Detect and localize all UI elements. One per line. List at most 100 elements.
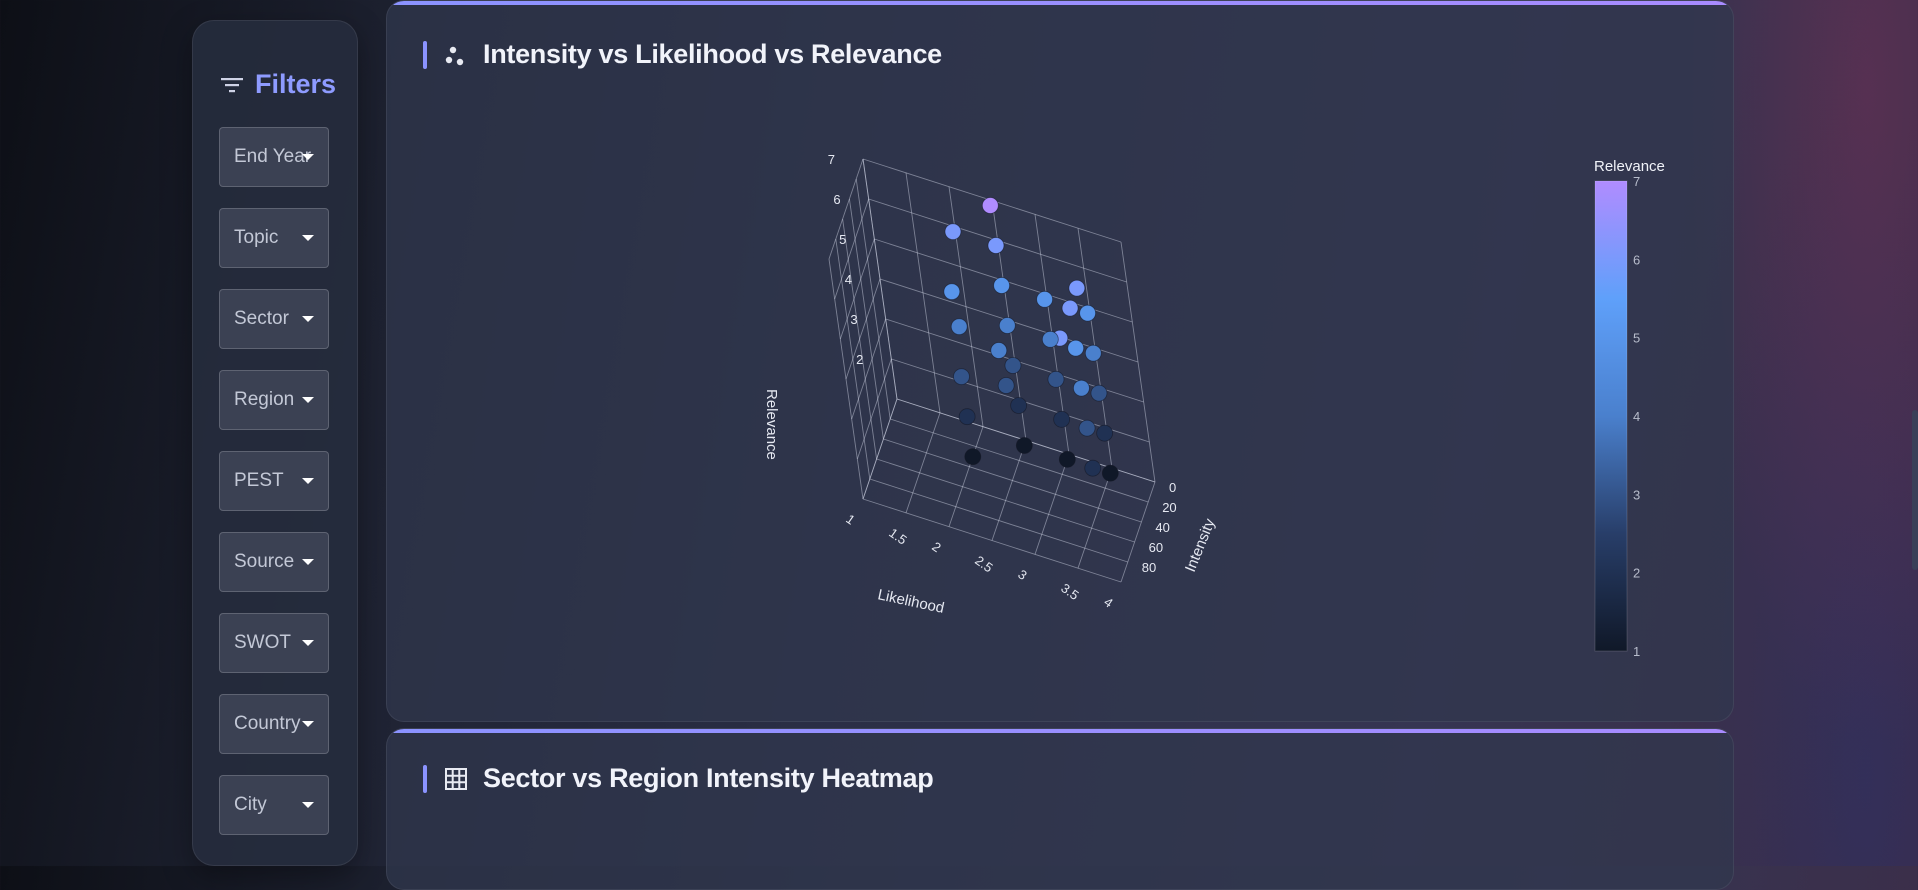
country-label: Country <box>234 713 301 734</box>
data-point <box>987 237 1005 254</box>
swot-dropdown[interactable]: SWOT <box>219 613 329 673</box>
data-point <box>964 448 982 466</box>
wall-gridline <box>828 258 864 500</box>
data-point <box>950 318 968 336</box>
floor-gridline <box>890 418 1149 503</box>
caret-down-icon <box>302 316 314 322</box>
colorbar-tick-label: 6 <box>1633 252 1640 267</box>
colorbar-tick-label: 4 <box>1633 409 1640 424</box>
data-point <box>1073 379 1090 397</box>
colorbar-tick-label: 7 <box>1633 174 1640 189</box>
topic-dropdown[interactable]: Topic <box>219 208 329 268</box>
floor-gridline <box>991 440 1027 541</box>
data-point <box>953 368 970 386</box>
end-year-dropdown[interactable]: End Year <box>219 127 329 187</box>
floor-gridline <box>876 458 1135 543</box>
data-point <box>990 342 1008 359</box>
data-point <box>1068 279 1086 297</box>
filters-header: Filters <box>221 69 336 100</box>
y-tick-label: 0 <box>1169 480 1176 495</box>
data-point <box>1053 410 1071 428</box>
heatmap-card-header: Sector vs Region Intensity Heatmap <box>423 763 934 794</box>
source-dropdown[interactable]: Source <box>219 532 329 592</box>
data-point <box>1061 299 1079 317</box>
wall-gridline <box>839 238 875 340</box>
data-point <box>1015 437 1033 454</box>
y-tick-label: 20 <box>1162 500 1176 515</box>
caret-down-icon <box>302 721 314 727</box>
wall-gridline <box>848 198 884 440</box>
scatter-card-header: Intensity vs Likelihood vs Relevance <box>423 39 942 70</box>
scatter-card: Intensity vs Likelihood vs Relevance 1 1.… <box>386 0 1734 722</box>
data-point <box>1067 339 1085 357</box>
data-point <box>1078 419 1096 437</box>
x-tick-label: 1 <box>843 511 858 527</box>
scrollbar-thumb[interactable] <box>1912 410 1918 570</box>
heatmap-card: Sector vs Region Intensity Heatmap <box>386 728 1734 890</box>
floor-gridline <box>1077 468 1113 569</box>
colorbar-title: Relevance <box>1594 158 1665 175</box>
wall-gridline <box>828 158 864 260</box>
region-dropdown[interactable]: Region <box>219 370 329 430</box>
data-point <box>998 317 1016 334</box>
floor-gridline <box>862 398 898 500</box>
swot-label: SWOT <box>234 632 291 653</box>
y-axis-title: Intensity <box>1182 516 1219 575</box>
pest-dropdown[interactable]: PEST <box>219 451 329 511</box>
floor-gridline <box>1120 481 1156 583</box>
region-label: Region <box>234 389 295 410</box>
data-point <box>958 408 976 426</box>
x-tick-label: 1.5 <box>886 525 909 548</box>
data-point <box>1047 370 1065 388</box>
wall-gridline <box>842 218 878 460</box>
floor-gridline <box>948 426 984 527</box>
floor-gridline <box>862 498 1122 583</box>
data-point <box>1101 464 1119 482</box>
colorbar-tick-label: 1 <box>1633 644 1640 659</box>
data-point <box>1058 450 1076 468</box>
country-dropdown[interactable]: Country <box>219 694 329 754</box>
data-point <box>1010 397 1028 414</box>
wall-gridline <box>845 278 881 380</box>
colorbar-tick-label: 3 <box>1633 487 1640 502</box>
colorbar <box>1594 180 1628 652</box>
data-point <box>1079 304 1097 322</box>
wall-gridline <box>851 318 887 420</box>
scatter-card-title: Intensity vs Likelihood vs Relevance <box>483 39 942 69</box>
data-point <box>1090 384 1108 402</box>
wall-gridline <box>862 398 898 500</box>
data-point <box>1004 357 1022 374</box>
caret-down-icon <box>302 397 314 403</box>
data-point <box>1036 290 1054 308</box>
title-accent-bar <box>423 764 427 793</box>
scatter-icon <box>445 46 464 65</box>
floor-gridline <box>883 438 1142 523</box>
data-point <box>993 277 1011 294</box>
city-label: City <box>234 794 267 815</box>
wall-gridline <box>905 172 941 413</box>
data-point <box>997 377 1015 394</box>
sector-label: Sector <box>234 308 289 329</box>
pest-label: PEST <box>234 470 284 491</box>
filters-panel: Filters End Year Topic Sector Region PES… <box>192 20 358 866</box>
scatter-3d-chart[interactable]: 11.5 22.5 33.5 4020406080234567LikelihoodIn… <box>387 1 1733 721</box>
topic-label: Topic <box>234 227 279 248</box>
wall-gridline <box>834 198 870 300</box>
z-tick-label: 5 <box>839 232 846 247</box>
heatmap-card-title: Sector vs Region Intensity Heatmap <box>483 763 934 793</box>
data-point <box>1084 459 1102 477</box>
sector-dropdown[interactable]: Sector <box>219 289 329 349</box>
data-point <box>1096 424 1114 442</box>
colorbar-tick-label: 2 <box>1633 566 1640 581</box>
end-year-label: End Year <box>234 146 312 167</box>
title-accent-bar <box>423 40 427 69</box>
y-tick-label: 60 <box>1149 540 1163 555</box>
city-dropdown[interactable]: City <box>219 775 329 835</box>
y-tick-label: 40 <box>1155 520 1169 535</box>
z-axis-title: Relevance <box>763 389 780 460</box>
x-tick-label: 2.5 <box>972 553 995 576</box>
wall-gridline <box>862 158 898 400</box>
z-tick-label: 7 <box>828 152 835 167</box>
caret-down-icon <box>302 559 314 565</box>
floor-gridline <box>905 412 941 513</box>
